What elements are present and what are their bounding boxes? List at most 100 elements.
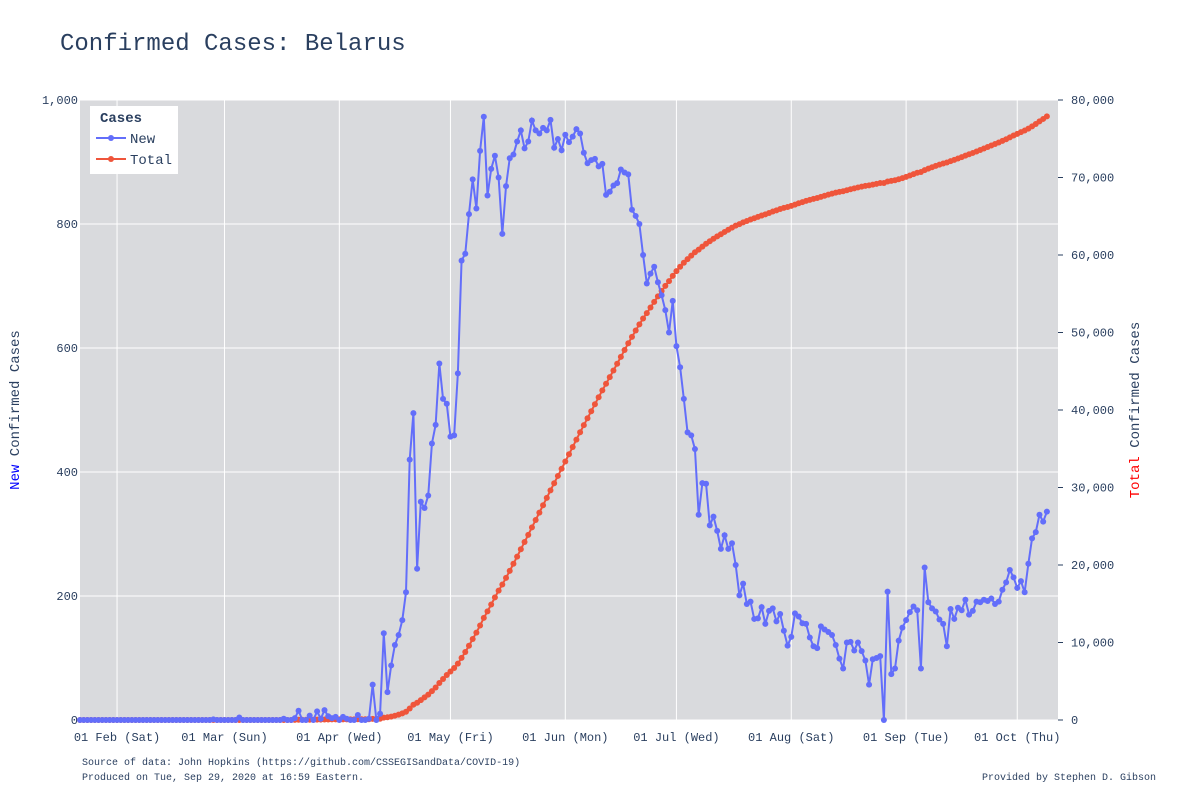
total-point xyxy=(566,451,572,458)
new-point xyxy=(832,641,839,648)
new-point xyxy=(1036,511,1043,518)
total-point xyxy=(684,256,691,263)
total-point xyxy=(432,684,439,691)
new-point xyxy=(614,180,621,187)
new-point xyxy=(654,279,661,286)
new-point xyxy=(717,545,724,552)
new-point xyxy=(788,633,795,640)
new-point xyxy=(632,212,639,219)
new-point xyxy=(625,171,632,178)
total-point xyxy=(573,436,580,443)
new-point xyxy=(351,717,358,723)
total-point xyxy=(465,642,472,649)
total-point xyxy=(488,601,495,608)
total-point xyxy=(499,581,506,588)
new-point xyxy=(495,174,502,181)
footer-provided: Provided by Stephen D. Gibson xyxy=(982,772,1156,784)
new-point xyxy=(454,370,461,377)
footer-source: Source of data: John Hopkins (https://gi… xyxy=(82,757,520,769)
new-point xyxy=(302,717,309,723)
right-axis-title: Total Confirmed Cases xyxy=(1128,322,1144,498)
new-point xyxy=(406,456,413,463)
total-point xyxy=(540,502,547,509)
new-point xyxy=(680,395,687,402)
new-point xyxy=(758,604,765,611)
new-point xyxy=(925,599,932,606)
new-point xyxy=(914,607,921,614)
new-point xyxy=(988,595,995,602)
new-point xyxy=(880,717,887,723)
new-point xyxy=(465,211,472,218)
chart-title: Confirmed Cases: Belarus xyxy=(60,31,406,58)
new-point xyxy=(999,586,1006,593)
total-point xyxy=(503,574,510,581)
x-tick-label: 01 Apr (Wed) xyxy=(296,731,382,745)
new-point xyxy=(962,596,969,603)
legend[interactable]: Cases New Total xyxy=(90,106,178,174)
total-point xyxy=(569,443,576,450)
new-point xyxy=(536,130,543,137)
total-point xyxy=(406,705,413,712)
new-point xyxy=(858,648,865,655)
total-point xyxy=(484,608,491,615)
total-point xyxy=(577,429,584,436)
total-point xyxy=(491,594,498,601)
x-tick-label: 01 Aug (Sat) xyxy=(748,731,834,745)
new-point xyxy=(380,630,387,637)
right-y-tick-label: 50,000 xyxy=(1071,327,1114,341)
new-point xyxy=(421,504,428,511)
new-point xyxy=(814,645,821,652)
new-point xyxy=(866,681,873,688)
x-tick-label: 01 Jul (Wed) xyxy=(633,731,719,745)
new-point xyxy=(388,662,395,669)
new-point xyxy=(491,152,498,159)
total-point xyxy=(521,539,528,546)
new-point xyxy=(1025,560,1032,567)
new-point xyxy=(566,139,572,146)
new-point xyxy=(703,480,710,487)
total-point xyxy=(454,660,461,667)
new-point xyxy=(669,297,676,304)
new-point xyxy=(677,364,684,371)
x-axis: 01 Feb (Sat) 01 Mar (Sun) 01 Apr (Wed) 01 M… xyxy=(74,731,1061,745)
new-point xyxy=(943,643,950,650)
new-point xyxy=(469,176,476,183)
total-point xyxy=(662,282,669,289)
new-point xyxy=(795,613,802,620)
new-point xyxy=(377,710,384,717)
new-point xyxy=(577,130,584,137)
total-point xyxy=(621,347,628,354)
legend-box xyxy=(90,106,178,174)
total-point xyxy=(673,268,680,275)
new-point xyxy=(314,708,321,715)
new-point xyxy=(514,138,521,145)
right-y-tick-label: 20,000 xyxy=(1071,559,1114,573)
new-point xyxy=(451,432,458,439)
left-y-tick-label: 0 xyxy=(71,714,78,728)
x-tick-label: 01 May (Fri) xyxy=(407,731,493,745)
new-point xyxy=(917,665,924,672)
new-point xyxy=(425,492,432,499)
new-point xyxy=(295,707,302,714)
new-point xyxy=(666,329,673,336)
new-point xyxy=(573,126,580,133)
total-point xyxy=(643,310,650,317)
legend-item-total[interactable]: Total xyxy=(96,153,172,169)
new-point xyxy=(706,522,713,529)
new-point xyxy=(673,343,680,350)
new-point xyxy=(428,440,435,447)
total-point xyxy=(558,465,565,472)
new-point xyxy=(803,620,810,627)
new-point xyxy=(777,610,784,617)
total-point xyxy=(443,672,450,679)
new-point xyxy=(628,206,635,213)
legend-item-new[interactable]: New xyxy=(96,132,156,148)
new-point xyxy=(551,144,558,151)
new-point xyxy=(969,607,976,614)
new-point xyxy=(725,545,732,552)
total-point xyxy=(528,524,535,531)
new-point xyxy=(543,127,550,134)
new-point xyxy=(714,527,721,534)
new-point xyxy=(1040,518,1047,525)
left-axis-title-rest: Confirmed Cases xyxy=(8,330,24,464)
